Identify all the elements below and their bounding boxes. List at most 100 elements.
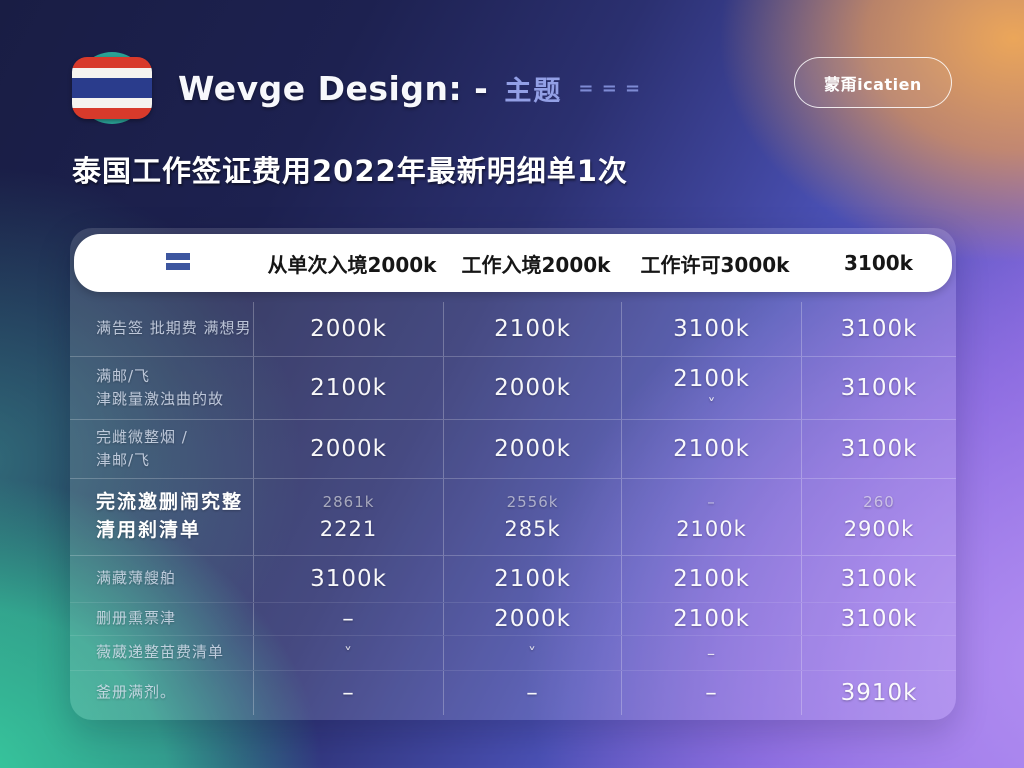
fee-cell (801, 636, 956, 670)
thailand-flag-icon (72, 50, 154, 126)
fee-secondary-value: – (707, 493, 716, 511)
fee-cell: 2100k (621, 603, 801, 635)
fee-value: 2000k (310, 316, 387, 342)
fee-value: 2100k (494, 316, 571, 342)
brand-suffix-label: 主题 (504, 75, 563, 107)
row-label: 满藏薄艘舶 (70, 567, 253, 590)
row-label: 薇葳递整苗费清单 (70, 641, 253, 664)
row-label-line: 清用刹清单 (96, 519, 202, 541)
column-header-single-entry: 从单次入境2000k (267, 252, 437, 277)
row-label: 删册熏票津 (70, 607, 253, 630)
fee-value: 2000k (494, 606, 571, 632)
row-label-line: 满藏薄艘舶 (96, 569, 177, 588)
fee-cell: 2100k (443, 556, 621, 602)
fee-value: 2000k (494, 436, 571, 462)
fee-cell: ˅ (443, 636, 621, 670)
row-label-line: 删册熏票津 (96, 609, 177, 628)
fee-cell: 2556k 285k (443, 479, 621, 555)
fee-value: 3100k (840, 436, 918, 462)
menu-dots-icon[interactable]: = = = (578, 77, 642, 99)
table-row: 满藏薄艘舶 3100k 2100k 2100k 3100k (70, 556, 956, 603)
fee-value: – (707, 643, 716, 663)
fee-cell: – (253, 671, 443, 715)
fee-value: 2100k (673, 566, 750, 592)
fee-value: 2100k (310, 375, 387, 401)
fee-cell: – (443, 671, 621, 715)
row-label: 釜册满剂。 (70, 681, 253, 704)
fee-value: 3100k (310, 566, 387, 592)
table-header-row: 从单次入境2000k 工作入境2000k 工作许可3000k 3100k (74, 234, 952, 292)
fee-cell: 2000k (443, 357, 621, 419)
row-label-line: 津跳量激浊曲的故 (96, 390, 225, 408)
fee-cell: 3100k (801, 556, 956, 602)
fee-secondary-value: 260 (863, 493, 895, 511)
fee-cell: 3100k (801, 357, 956, 419)
fee-secondary-value: 2556k (506, 493, 559, 511)
fee-cell: – (621, 636, 801, 670)
row-label: 完流邀删闹究整 清用刹清单 (70, 489, 253, 544)
row-label-line: 满邮/飞 (96, 366, 151, 385)
fee-cell: 2100k (253, 357, 443, 419)
column-header-work-entry: 工作入境2000k (461, 252, 611, 277)
row-label-line: 津邮/飞 (96, 451, 151, 469)
row-label-line: 完雌微整烟 / (96, 427, 188, 446)
table-row: 删册熏票津 – 2000k 2100k 3100k (70, 603, 956, 636)
fee-value: 3910k (840, 680, 918, 706)
fee-value: – (342, 680, 355, 706)
top-bar: Wevge Design: - 主题 = = = (72, 50, 641, 126)
application-button[interactable]: 蒙甭icatien (794, 57, 952, 108)
fee-value: ˅ (528, 643, 537, 663)
table-row: 完雌微整烟 / 津邮/飞 2000k 2000k 2100k 3100k (70, 420, 956, 479)
fee-cell: 3910k (801, 671, 956, 715)
fee-primary-value: 2100k (676, 517, 747, 541)
fee-value: 3100k (840, 316, 918, 342)
fee-cell: 3100k (621, 302, 801, 356)
column-header-total: 3100k (844, 251, 913, 275)
table-row: 满告签 批期费 满想男 2000k 2100k 3100k 3100k (70, 302, 956, 357)
fee-value: ˅ (344, 643, 353, 663)
fee-value: – (526, 680, 539, 706)
fee-value: 2000k (494, 375, 571, 401)
page-title: 泰国工作签证费用2022年最新明细单1次 (72, 154, 628, 188)
fee-value: 3100k (673, 316, 750, 342)
fee-value: 2100k (494, 566, 571, 592)
fee-primary-value: 2900k (843, 517, 915, 541)
fee-cell: 3100k (801, 603, 956, 635)
fee-cell: 2000k (253, 420, 443, 478)
fee-cell: 3100k (253, 556, 443, 602)
thailand-flag (72, 57, 152, 119)
table-row: 薇葳递整苗费清单 ˅ ˅ – (70, 636, 956, 671)
row-label: 完雌微整烟 / 津邮/飞 (70, 426, 253, 473)
fee-cell: 2000k (443, 420, 621, 478)
fee-cell: 2000k (253, 302, 443, 356)
fee-cell: ˅ (253, 636, 443, 670)
fee-value: 3100k (840, 566, 918, 592)
fee-cell: 260 2900k (801, 479, 956, 555)
fee-cell: 2100k (621, 420, 801, 478)
fee-value: 3100k (840, 606, 918, 632)
table-header-logo-cell (74, 251, 257, 275)
row-label-line: 薇葳递整苗费清单 (96, 643, 225, 662)
fee-secondary-value: 2861k (322, 493, 375, 511)
fee-value: 2100k (673, 366, 750, 392)
fee-value: 3100k (840, 375, 918, 401)
fee-cell: 3100k (801, 420, 956, 478)
table-body: 满告签 批期费 满想男 2000k 2100k 3100k 3100k 满邮/飞 津跳量激浊… (70, 302, 956, 715)
table-row: 满邮/飞津跳量激浊曲的故 2100k 2000k 2100k ˅ 3100k (70, 357, 956, 420)
fee-value: – (705, 680, 718, 706)
fee-cell: 2100k (443, 302, 621, 356)
fee-cell: – (253, 603, 443, 635)
fee-cell: 3100k (801, 302, 956, 356)
fee-cell: – (621, 671, 801, 715)
row-label-line: 釜册满剂。 (96, 683, 177, 702)
fee-cell: – 2100k (621, 479, 801, 555)
table-logo-icon (165, 253, 190, 270)
fee-cell: 2100k ˅ (621, 357, 801, 419)
fee-primary-value: 2221 (319, 517, 378, 541)
fee-value: 2000k (310, 436, 387, 462)
fee-value: – (342, 606, 355, 632)
fee-cell: 2861k 2221 (253, 479, 443, 555)
row-label-line: 满告签 批期费 满想男 (96, 319, 252, 338)
fee-primary-value: 285k (504, 517, 561, 541)
fee-table-card: 从单次入境2000k 工作入境2000k 工作许可3000k 3100k 满告签… (70, 228, 956, 720)
